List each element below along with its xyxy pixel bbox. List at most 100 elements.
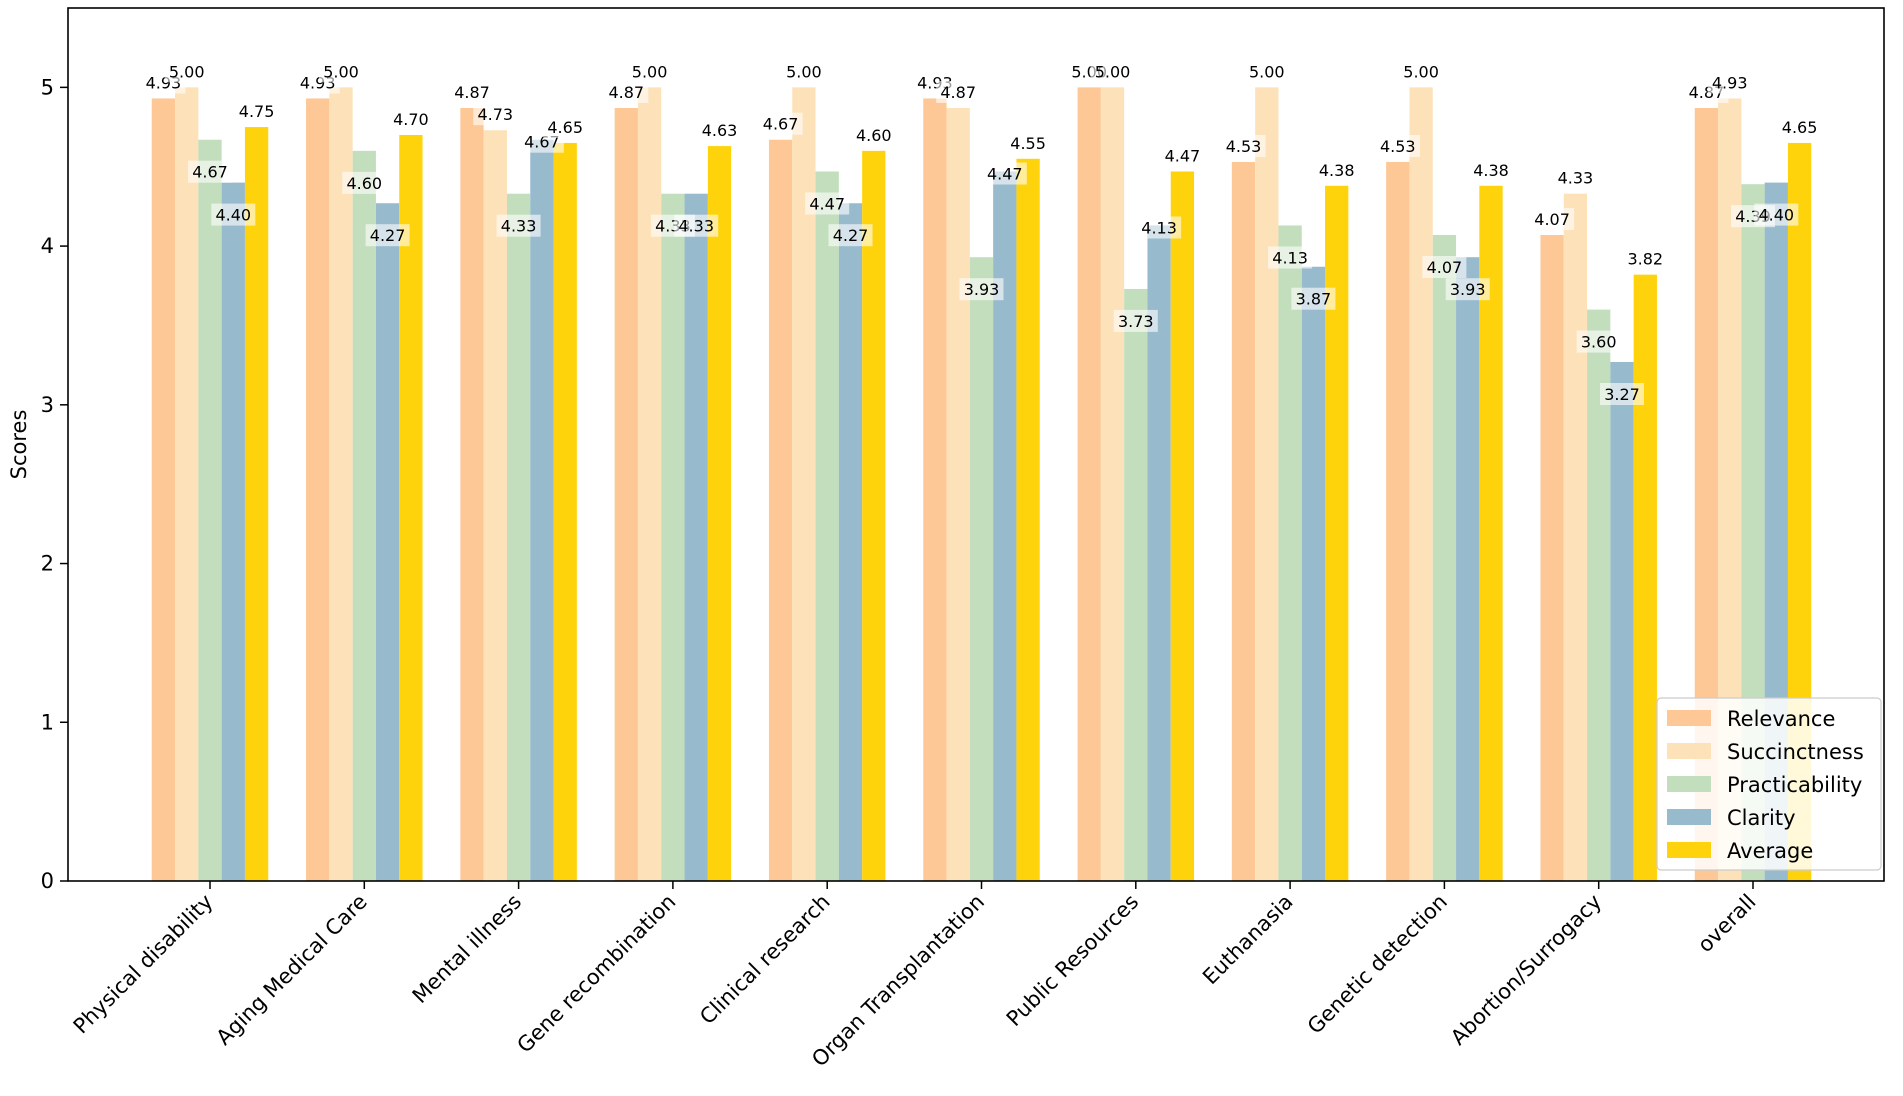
y-tick-label-2: 2	[41, 552, 54, 576]
value-label-text: 4.65	[1782, 118, 1818, 137]
value-label-box	[342, 171, 387, 194]
bar-relevance-4	[768, 139, 793, 882]
value-label-box	[319, 60, 363, 83]
bar-practicability-2	[506, 193, 531, 881]
value-label-box	[1268, 246, 1313, 269]
bar-average-5	[1016, 158, 1040, 882]
bar-clarity-1	[375, 203, 400, 882]
value-label-succinctness-1: 5.00	[319, 60, 363, 83]
bar-clarity-2	[530, 139, 554, 882]
value-label-text: 4.60	[346, 174, 382, 193]
value-label-text: 5.00	[1249, 62, 1285, 81]
value-label-average-2: 4.65	[543, 115, 588, 138]
bar-average-6	[1170, 171, 1195, 882]
value-label-box	[674, 214, 719, 237]
value-label-succinctness-3: 5.00	[627, 60, 672, 83]
value-label-box	[1137, 216, 1182, 239]
value-label-box	[188, 160, 232, 183]
bar-succinctness-8	[1409, 87, 1433, 882]
bar-relevance-10	[1694, 108, 1719, 881]
value-label-average-1: 4.70	[388, 108, 433, 130]
value-label-clarity-10: 4.40	[1754, 203, 1799, 226]
value-label-text: 4.87	[940, 83, 976, 102]
y-tick-label-1: 1	[41, 710, 54, 734]
value-label-text: 4.33	[1558, 169, 1594, 188]
value-label-text: 4.87	[454, 83, 490, 102]
value-label-text: 5.00	[1403, 62, 1439, 81]
bar-relevance-7	[1231, 161, 1256, 882]
legend-swatch-average	[1667, 842, 1711, 858]
value-label-box	[1399, 60, 1444, 83]
value-label-box	[1777, 115, 1822, 138]
value-label-box	[805, 192, 850, 215]
value-label-average-6: 4.47	[1160, 144, 1205, 167]
value-label-box	[211, 203, 256, 226]
bar-relevance-1	[306, 98, 330, 882]
bar-average-0	[244, 127, 269, 882]
value-label-relevance-2: 4.87	[450, 81, 494, 103]
bar-average-7	[1325, 185, 1349, 881]
value-label-box	[1291, 287, 1336, 310]
value-label-box	[959, 278, 1004, 301]
value-label-practicability-7: 4.13	[1268, 246, 1313, 269]
bar-practicability-3	[661, 193, 685, 881]
value-label-average-10: 4.65	[1777, 115, 1822, 138]
value-label-box	[1006, 131, 1051, 154]
value-label-text: 4.38	[1473, 161, 1509, 180]
x-category-label-5: Organ Transplantation	[807, 890, 989, 1072]
bar-clarity-3	[684, 193, 708, 881]
x-category-label-0: Physical disability	[69, 890, 218, 1039]
legend-label-average: Average	[1727, 839, 1813, 863]
value-label-box	[1090, 60, 1135, 83]
value-label-succinctness-7: 5.00	[1244, 60, 1289, 83]
legend-swatch-practicability	[1667, 776, 1711, 792]
value-label-clarity-0: 4.40	[211, 203, 256, 226]
value-label-clarity-5: 4.47	[982, 162, 1027, 185]
value-label-box	[1244, 60, 1289, 83]
value-label-succinctness-9: 4.33	[1553, 166, 1598, 189]
legend-label-succinctness: Succinctness	[1727, 740, 1864, 764]
x-category-label-10: overall	[1693, 890, 1760, 957]
x-category-label-2: Mental illness	[408, 890, 526, 1008]
bar-clarity-8	[1456, 257, 1480, 881]
bar-average-9	[1633, 274, 1657, 881]
value-label-box	[851, 123, 896, 146]
bar-practicability-9	[1587, 309, 1611, 882]
bar-succinctness-5	[946, 108, 970, 881]
value-label-clarity-3: 4.33	[674, 214, 719, 237]
value-label-relevance-3: 4.87	[604, 81, 649, 103]
value-label-box	[604, 81, 649, 103]
value-label-text: 5.00	[1095, 62, 1131, 81]
bar-succinctness-7	[1255, 87, 1279, 882]
value-label-box	[1754, 203, 1799, 226]
value-label-box	[496, 214, 541, 237]
bar-relevance-3	[614, 108, 638, 881]
x-category-label-1: Aging Medical Care	[212, 890, 372, 1050]
value-label-box	[758, 112, 803, 135]
value-label-box	[234, 100, 279, 122]
legend-swatch-succinctness	[1667, 743, 1711, 759]
value-label-box	[1221, 135, 1266, 157]
x-category-label-4: Clinical research	[695, 890, 834, 1029]
bar-average-2	[553, 142, 577, 882]
bar-relevance-6	[1077, 87, 1101, 882]
bar-relevance-9	[1540, 234, 1564, 882]
value-label-text: 5.00	[169, 62, 205, 81]
x-category-label-7: Euthanasia	[1198, 890, 1298, 990]
value-label-succinctness-10: 4.93	[1707, 71, 1752, 94]
value-label-clarity-1: 4.27	[365, 224, 410, 247]
y-axis-title: Scores	[7, 410, 31, 480]
bar-relevance-5	[923, 98, 947, 882]
value-label-text: 4.63	[702, 121, 738, 140]
value-label-box	[1160, 144, 1205, 167]
bar-relevance-8	[1386, 161, 1410, 882]
bars-layer	[151, 87, 1812, 882]
value-label-text: 4.40	[1758, 206, 1794, 225]
value-label-text: 3.60	[1581, 333, 1617, 352]
value-label-box	[365, 224, 410, 247]
value-label-text: 4.93	[1712, 74, 1748, 93]
value-label-succinctness-5: 4.87	[936, 81, 981, 103]
legend-box	[1656, 697, 1882, 871]
bar-practicability-6	[1124, 288, 1148, 881]
